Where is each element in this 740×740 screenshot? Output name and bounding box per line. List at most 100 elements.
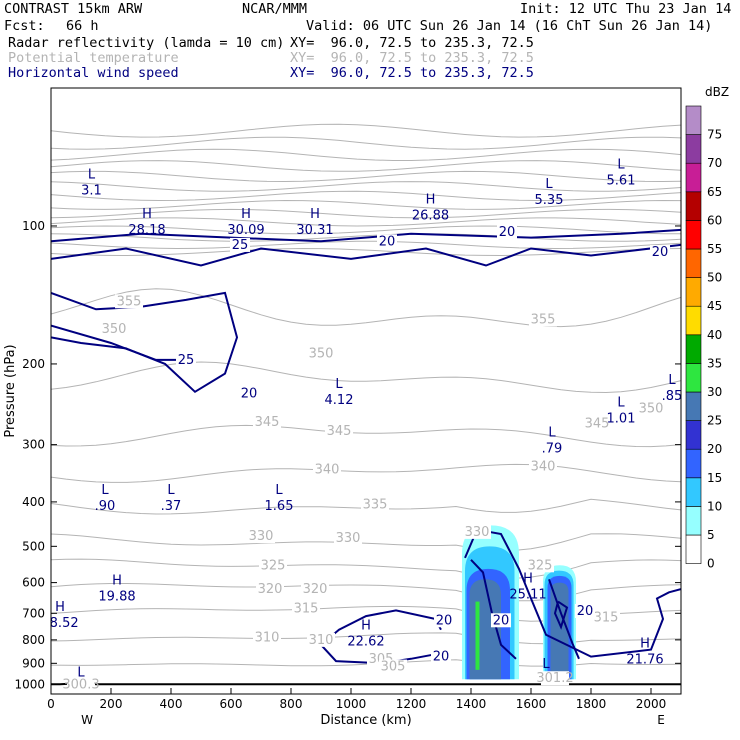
x-tick-label: 1600	[516, 697, 547, 711]
theta-label-bg	[253, 415, 281, 430]
extremum-value: 3.1	[81, 183, 102, 198]
colorbar-tick-label: 0	[707, 557, 715, 571]
wind-speed-contours	[51, 228, 681, 665]
theta-label: 345	[327, 424, 352, 439]
x-tick-label: 200	[100, 697, 123, 711]
theta-label: 350	[309, 347, 334, 362]
colorbar-swatch	[685, 477, 702, 507]
extremum-value: 28.18	[128, 223, 165, 238]
theta-label: 320	[303, 582, 328, 597]
extremum-value: 5.35	[535, 193, 564, 208]
colorbar-tick-label: 70	[707, 156, 722, 170]
wind-label: 25	[178, 353, 195, 368]
theta-label: 340	[315, 463, 340, 478]
extremum-marker: H	[426, 193, 436, 208]
wind-label: 25	[232, 238, 249, 253]
theta-label: 355	[531, 313, 556, 328]
extremum-marker: L	[88, 167, 96, 182]
y-tick-label: 400	[22, 495, 45, 509]
theta-label-bg	[361, 497, 389, 512]
theta-label-bg	[379, 659, 407, 674]
extremum-value: 4.12	[325, 393, 354, 408]
y-tick-label: 200	[22, 357, 45, 371]
wind-label-bg	[497, 224, 517, 239]
x-axis-label: Distance (km)	[320, 713, 411, 728]
extremum-value: 19.88	[98, 589, 135, 604]
theta-label-bg	[325, 423, 353, 438]
theta-label-bg	[529, 312, 557, 327]
model-title: CONTRAST 15km ARW	[4, 1, 143, 17]
theta-label: 315	[294, 601, 319, 616]
theta-label-bg	[100, 322, 128, 337]
theta-label-bg	[637, 401, 665, 416]
colorbar-swatch	[685, 105, 702, 135]
theta-label-bg	[247, 529, 275, 544]
extremum-marker: L	[101, 483, 109, 498]
theta-contour-350	[51, 361, 681, 394]
colorbar-tick-label: 20	[707, 442, 722, 456]
surface-pressure-line	[51, 681, 681, 686]
extremum-marker: H	[361, 618, 371, 633]
colorbar-swatch	[685, 534, 702, 564]
y-tick-label: 100	[22, 219, 45, 233]
wind-contour	[51, 291, 239, 394]
x-end-label-east: E	[657, 713, 665, 727]
colorbar-tick-label: 60	[707, 213, 722, 227]
theta-label: 345	[585, 417, 610, 432]
colorbar-swatch	[685, 506, 702, 536]
theta-label-bg	[313, 462, 341, 477]
extremum-value: 1.01	[607, 412, 636, 427]
wind-label: 20	[379, 234, 396, 249]
theta-label: 325	[528, 558, 553, 573]
theta-label-bg	[253, 630, 281, 645]
theta-label-bg	[256, 582, 284, 597]
forecast-label: Fcst:	[4, 18, 45, 34]
theta-label-bg	[592, 610, 620, 625]
field-name-theta: Potential temperature	[8, 50, 179, 66]
theta-label: 345	[255, 415, 280, 430]
colorbar-swatch	[685, 162, 702, 193]
extremum-marker: L	[668, 373, 676, 388]
wind-contour	[553, 600, 569, 630]
plot-frame	[50, 87, 682, 695]
theta-contour-355	[51, 288, 681, 328]
extremum-marker: L	[167, 483, 175, 498]
theta-label: 301.2	[536, 671, 573, 686]
x-tick-label: 600	[220, 697, 243, 711]
theta-label: 330	[336, 531, 361, 546]
extremum-value: 1.65	[265, 499, 294, 514]
extremum-marker: L	[77, 665, 85, 680]
wind-label: 20	[652, 245, 669, 260]
wind-label-bg	[431, 649, 451, 664]
theta-contour-320	[51, 583, 681, 602]
field-name-wind: Horizontal wind speed	[8, 65, 179, 81]
theta-label: 305	[381, 660, 406, 675]
terrain-line	[51, 681, 681, 686]
y-tick-label: 800	[22, 633, 45, 647]
colorbar-tick-label: 10	[707, 499, 722, 513]
wind-label-bg	[176, 352, 196, 367]
extremum-marker: H	[640, 636, 650, 651]
colorbar-tick-label: 55	[707, 242, 722, 256]
extremum-marker: L	[275, 483, 283, 498]
theta-contour-upper	[51, 190, 681, 202]
theta-label-bg	[541, 671, 569, 686]
field-xy-reflectivity: XY= 96.0, 72.5 to 235.3, 72.5	[290, 35, 534, 51]
theta-label: 350	[102, 322, 127, 337]
theta-label-bg	[334, 531, 362, 546]
theta-label-bg	[463, 524, 491, 539]
wind-label: 20	[493, 613, 510, 628]
x-tick-label: 800	[280, 697, 303, 711]
wind-contour	[464, 528, 681, 658]
extremum-marker: L	[617, 396, 625, 411]
wind-label: 20	[499, 225, 516, 240]
colorbar-tick-label: 40	[707, 328, 722, 342]
init-time: Init: 12 UTC Thu 23 Jan 14	[520, 1, 732, 17]
theta-label-bg	[292, 601, 320, 616]
extremum-value: .90	[95, 499, 116, 514]
extremum-marker: L	[545, 177, 553, 192]
wind-contour	[51, 243, 681, 267]
theta-contour-325	[51, 558, 681, 579]
